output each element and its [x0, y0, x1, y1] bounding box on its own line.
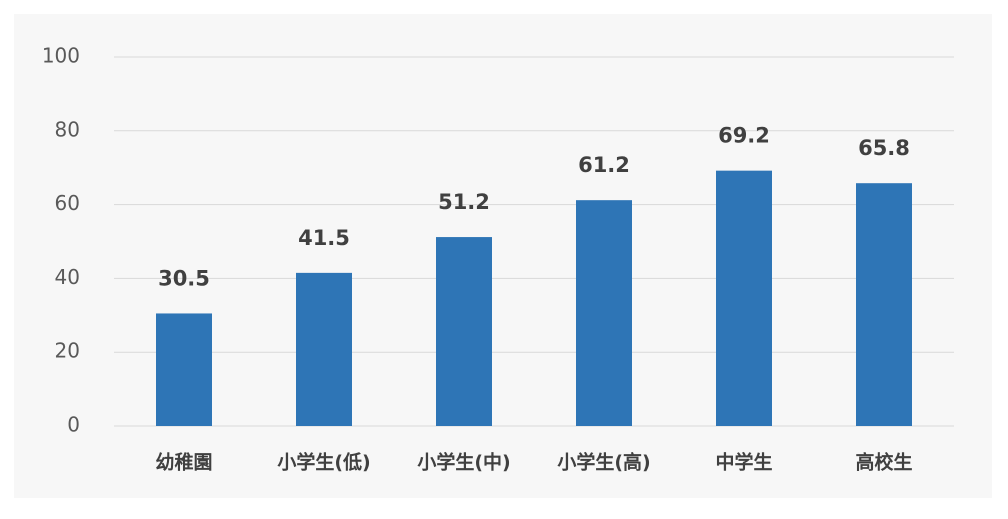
y-tick-label: 20	[55, 339, 80, 363]
y-tick-label: 100	[42, 44, 80, 68]
bar	[856, 183, 912, 426]
data-label: 65.8	[858, 136, 910, 160]
y-tick-label: 40	[55, 265, 80, 289]
data-label: 69.2	[718, 124, 770, 148]
x-tick-label: 小学生(中)	[417, 451, 510, 474]
x-tick-label: 幼稚園	[155, 451, 212, 474]
bar	[296, 272, 352, 426]
data-label: 41.5	[298, 226, 350, 250]
x-tick-label: 高校生	[855, 451, 912, 474]
x-tick-label: 小学生(高)	[557, 451, 650, 474]
data-label: 51.2	[438, 190, 490, 214]
data-label: 61.2	[578, 153, 630, 177]
bar	[156, 313, 212, 426]
y-tick-label: 60	[55, 191, 80, 215]
data-label: 30.5	[158, 266, 210, 290]
y-tick-label: 80	[55, 117, 80, 141]
bar	[716, 170, 772, 426]
bar	[436, 237, 492, 426]
bar	[576, 200, 632, 426]
y-tick-label: 0	[67, 413, 80, 437]
x-tick-label: 小学生(低)	[277, 451, 370, 474]
x-tick-label: 中学生	[715, 451, 772, 474]
